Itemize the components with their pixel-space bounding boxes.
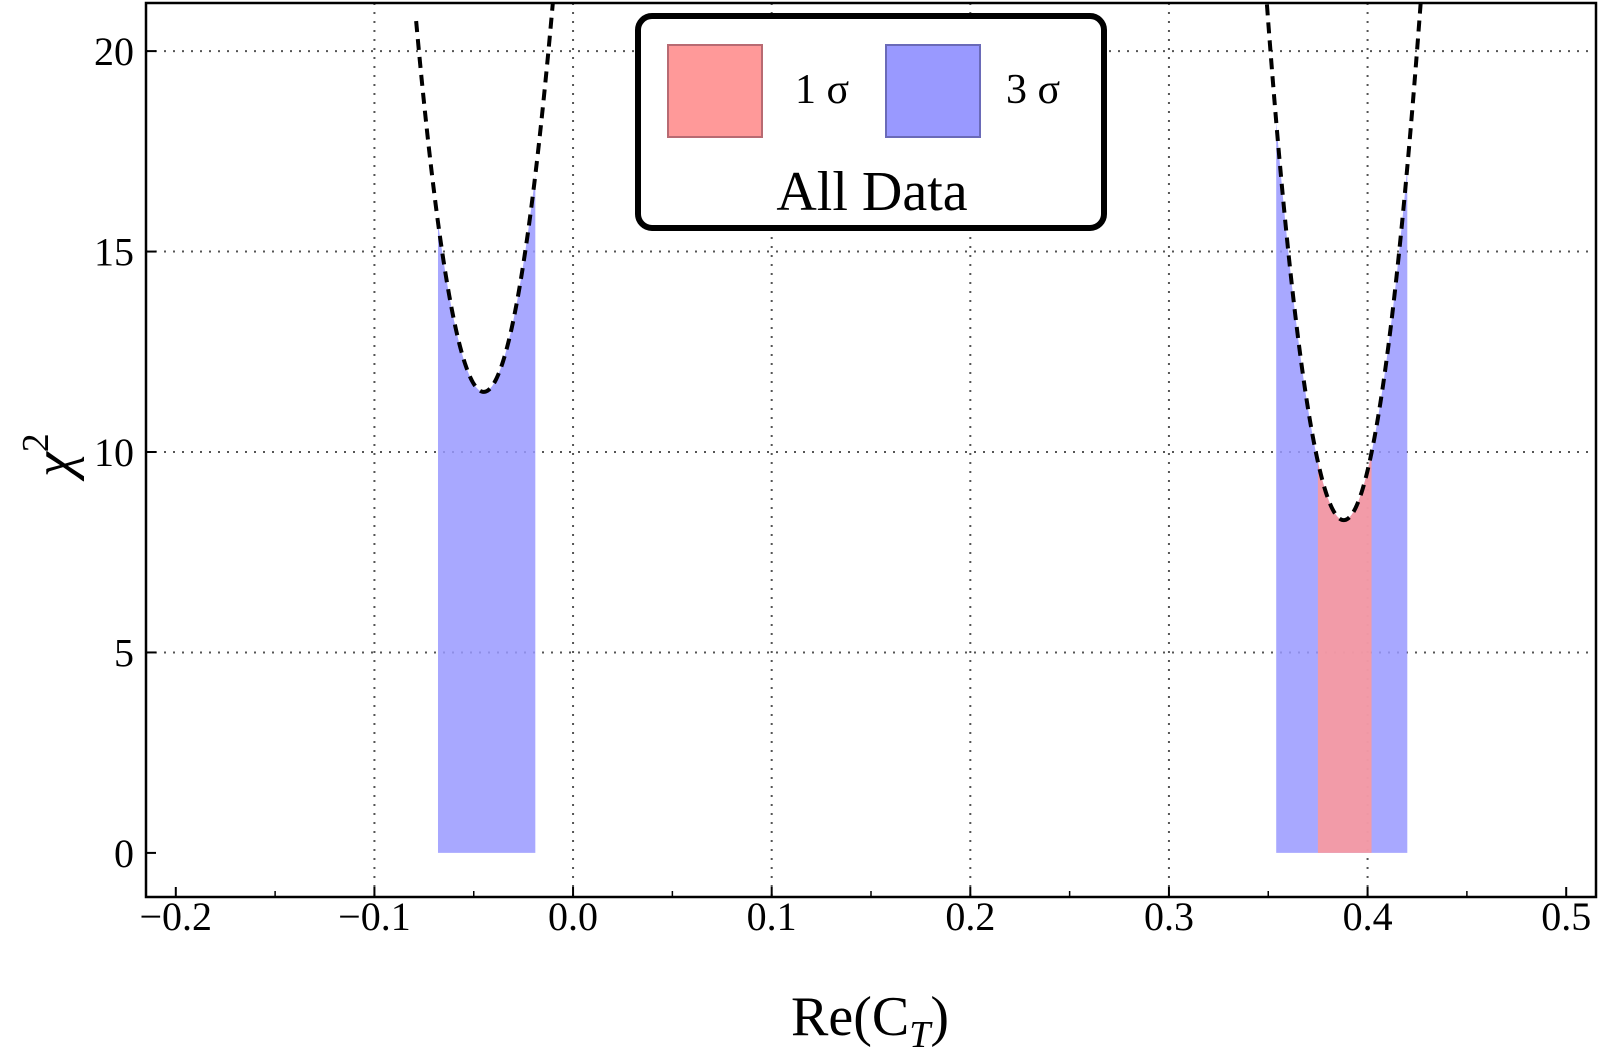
region-3sigma: [1276, 121, 1408, 853]
y-axis-title-main: χ: [23, 451, 85, 482]
legend-title: All Data: [776, 161, 967, 223]
x-tick-label: 0.1: [747, 894, 797, 939]
x-tick-label: 0.5: [1541, 894, 1591, 939]
confidence-regions: [437, 121, 1408, 853]
y-axis-title-superscript: 2: [15, 433, 57, 452]
legend: 1 σ 3 σ All Data: [635, 13, 1107, 231]
svg-text:Re(CT): Re(CT): [791, 986, 949, 1052]
chi2-curves: [414, 3, 1423, 523]
y-tick-label: 10: [94, 430, 134, 475]
x-tick-label: 0.3: [1144, 894, 1194, 939]
legend-label-1sigma: 1 σ: [795, 67, 849, 113]
y-axis-title: χ2: [15, 433, 85, 482]
x-tick-label: −0.2: [140, 894, 213, 939]
x-axis-title-close: ): [930, 986, 949, 1048]
region-3sigma: [437, 175, 536, 853]
legend-swatch-3sigma: [885, 44, 981, 138]
x-tick-label: 0.4: [1343, 894, 1393, 939]
x-axis-title-main: Re(C: [791, 986, 909, 1048]
x-tick-label: 0.0: [548, 894, 598, 939]
x-tick-label: −0.1: [338, 894, 411, 939]
legend-swatch-1sigma: [667, 44, 763, 138]
svg-text:χ2: χ2: [15, 433, 85, 482]
chi2-left-minimum: [414, 3, 555, 394]
y-tick-label: 0: [114, 831, 134, 876]
y-tick-label: 20: [94, 29, 134, 74]
x-axis-title: Re(CT): [791, 986, 949, 1056]
chi2-right-minimum: [1264, 3, 1423, 523]
y-tick-label: 5: [114, 630, 134, 675]
axis-ticks: −0.2 −0.1 0.0 0.1 0.2 0.3 0.4 0.5 0 5 10 15 20: [94, 29, 1591, 939]
x-axis-title-subscript: T: [909, 1014, 933, 1052]
legend-label-3sigma: 3 σ: [1006, 67, 1060, 113]
y-tick-label: 15: [94, 230, 134, 275]
x-tick-label: 0.2: [945, 894, 995, 939]
region-1sigma: [1317, 452, 1372, 853]
